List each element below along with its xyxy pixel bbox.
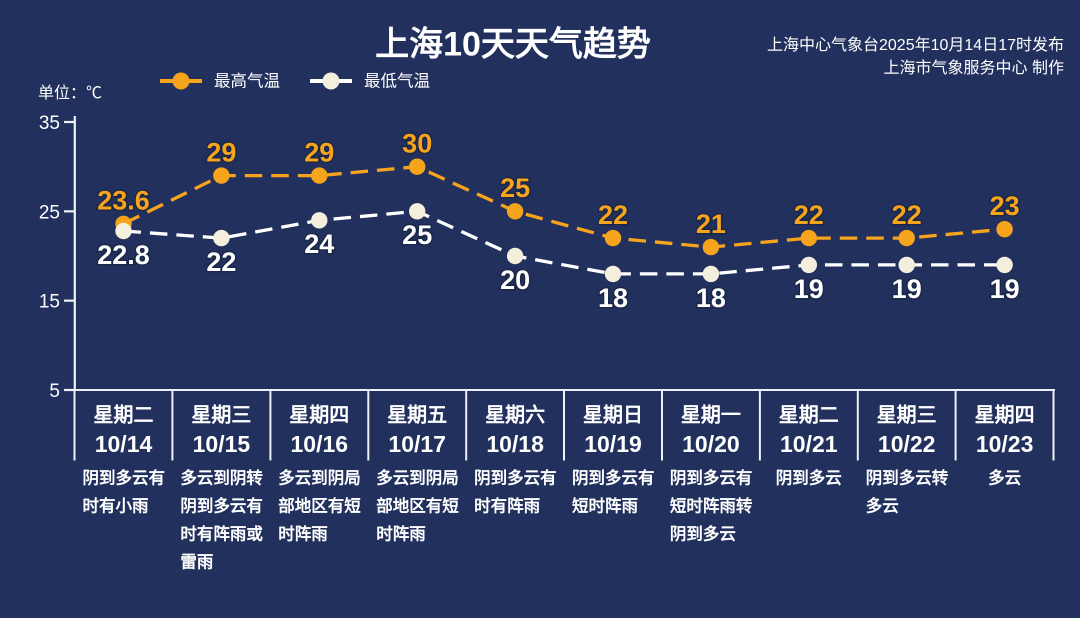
svg-text:短时阵雨转: 短时阵雨转 — [670, 495, 753, 515]
svg-text:上海10天天气趋势: 上海10天天气趋势 — [375, 26, 651, 64]
svg-text:5: 5 — [49, 381, 60, 402]
svg-text:短时阵雨: 短时阵雨 — [572, 495, 638, 515]
svg-text:星期一: 星期一 — [681, 404, 741, 427]
svg-text:10/19: 10/19 — [584, 431, 642, 457]
svg-text:22: 22 — [892, 200, 922, 230]
svg-text:10/14: 10/14 — [95, 431, 153, 457]
svg-text:星期六: 星期六 — [485, 404, 545, 427]
svg-text:24: 24 — [304, 229, 334, 259]
svg-text:上海中心气象台2025年10月14日17时发布: 上海中心气象台2025年10月14日17时发布 — [767, 36, 1064, 54]
svg-text:时阵雨: 时阵雨 — [278, 523, 328, 543]
svg-text:多云到阴局: 多云到阴局 — [376, 467, 459, 487]
svg-text:25: 25 — [39, 202, 60, 223]
svg-text:时有阵雨: 时有阵雨 — [474, 495, 540, 515]
svg-text:上海市气象服务中心 制作: 上海市气象服务中心 制作 — [884, 59, 1064, 77]
svg-text:15: 15 — [39, 292, 60, 313]
svg-text:多云: 多云 — [988, 467, 1021, 487]
svg-text:单位：℃: 单位：℃ — [38, 84, 102, 102]
svg-text:19: 19 — [990, 274, 1020, 304]
svg-text:星期四: 星期四 — [289, 404, 349, 427]
svg-text:10/18: 10/18 — [486, 431, 544, 457]
svg-text:23: 23 — [990, 191, 1020, 221]
svg-text:多云到阴局: 多云到阴局 — [278, 467, 361, 487]
svg-text:19: 19 — [892, 274, 922, 304]
svg-text:阴到多云有: 阴到多云有 — [572, 467, 655, 487]
svg-text:10/15: 10/15 — [193, 431, 251, 457]
svg-text:最高气温: 最高气温 — [214, 72, 280, 91]
svg-text:阴到多云有: 阴到多云有 — [83, 467, 166, 487]
svg-text:22.8: 22.8 — [97, 240, 150, 270]
svg-text:35: 35 — [39, 113, 60, 134]
svg-text:时有阵雨或: 时有阵雨或 — [180, 523, 263, 543]
svg-text:时阵雨: 时阵雨 — [376, 523, 426, 543]
svg-text:多云: 多云 — [866, 495, 899, 515]
svg-text:最低气温: 最低气温 — [364, 72, 430, 91]
svg-text:18: 18 — [598, 283, 628, 313]
svg-text:10/16: 10/16 — [291, 431, 349, 457]
svg-text:阴到多云有: 阴到多云有 — [180, 495, 263, 515]
svg-text:10/21: 10/21 — [780, 431, 838, 457]
svg-text:星期二: 星期二 — [94, 404, 154, 427]
svg-text:22: 22 — [794, 200, 824, 230]
svg-text:10/20: 10/20 — [682, 431, 740, 457]
svg-text:29: 29 — [206, 138, 236, 168]
svg-text:22: 22 — [206, 247, 236, 277]
svg-text:阴到多云有: 阴到多云有 — [670, 467, 753, 487]
svg-text:星期二: 星期二 — [779, 404, 839, 427]
svg-text:25: 25 — [500, 173, 530, 203]
svg-text:阴到多云有: 阴到多云有 — [474, 467, 556, 487]
svg-text:22: 22 — [598, 200, 628, 230]
svg-text:部地区有短: 部地区有短 — [278, 495, 361, 515]
svg-text:多云到阴转: 多云到阴转 — [180, 467, 263, 487]
svg-text:星期四: 星期四 — [975, 404, 1035, 427]
svg-text:19: 19 — [794, 274, 824, 304]
svg-text:29: 29 — [304, 138, 334, 168]
svg-text:10/23: 10/23 — [976, 431, 1034, 457]
svg-text:18: 18 — [696, 283, 726, 313]
svg-text:20: 20 — [500, 265, 530, 295]
svg-text:阴到多云转: 阴到多云转 — [866, 467, 949, 487]
svg-text:10/22: 10/22 — [878, 431, 936, 457]
svg-text:部地区有短: 部地区有短 — [376, 495, 459, 515]
svg-text:25: 25 — [402, 220, 432, 250]
svg-text:21: 21 — [696, 209, 726, 239]
svg-text:阴到多云: 阴到多云 — [776, 467, 842, 487]
svg-text:雷雨: 雷雨 — [180, 552, 213, 571]
svg-text:阴到多云: 阴到多云 — [670, 523, 736, 543]
svg-text:30: 30 — [402, 129, 432, 159]
svg-text:星期日: 星期日 — [583, 404, 643, 427]
svg-text:10/17: 10/17 — [388, 431, 446, 457]
svg-text:星期五: 星期五 — [387, 404, 447, 427]
svg-text:时有小雨: 时有小雨 — [83, 495, 149, 515]
svg-text:星期三: 星期三 — [191, 404, 251, 427]
svg-text:星期三: 星期三 — [877, 404, 937, 427]
svg-text:23.6: 23.6 — [97, 186, 150, 216]
